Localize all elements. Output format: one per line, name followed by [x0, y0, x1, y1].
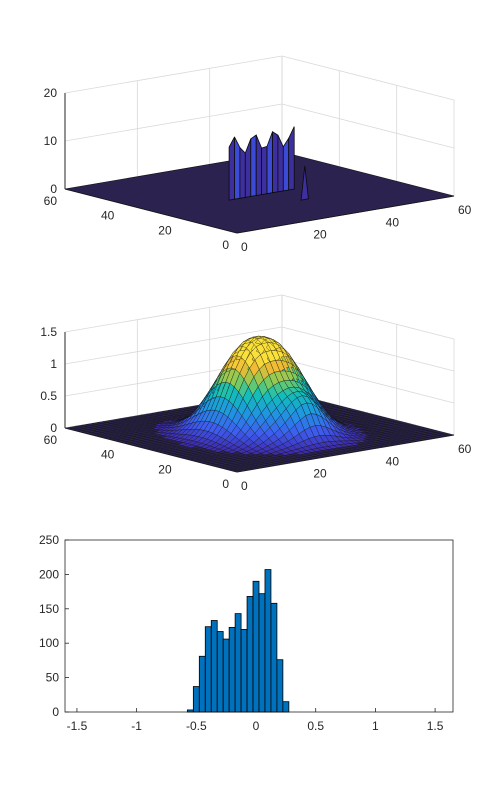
- z-tick-label: 0: [50, 182, 57, 196]
- x-tick-label: 1.5: [427, 719, 444, 733]
- histogram-bar: [216, 631, 224, 713]
- z-tick-label: 1.5: [40, 325, 57, 339]
- y-tick-label: 40: [101, 448, 115, 462]
- histogram-bar: [252, 580, 260, 713]
- middle-surface-mesh: [64, 335, 455, 473]
- histogram-bar: [192, 686, 200, 713]
- x-tick-label: 1: [372, 719, 379, 733]
- x-tick-label: 40: [386, 215, 400, 229]
- y-tick-label: 20: [158, 223, 172, 237]
- surface-patch: [250, 134, 257, 197]
- surface-spike: [300, 165, 309, 201]
- x-tick-label: 40: [386, 454, 400, 468]
- y-tick-label: 0: [52, 705, 59, 719]
- x-tick-label: -0.5: [186, 719, 207, 733]
- histogram-bar: [276, 659, 284, 713]
- y-tick-label: 50: [46, 671, 60, 685]
- top-surface-mesh: [64, 126, 455, 234]
- y-tick-label: 150: [39, 602, 59, 616]
- surface-patch: [272, 130, 279, 194]
- y-tick-label: 40: [101, 209, 115, 223]
- x-tick-label: 0: [241, 479, 248, 493]
- surface-patch: [261, 145, 268, 196]
- grid-line: [281, 358, 455, 404]
- y-tick-label: 60: [44, 194, 58, 208]
- y-tick-label: 20: [158, 462, 172, 476]
- surface-patch: [255, 134, 263, 196]
- surface-patch: [228, 136, 235, 201]
- grid-line: [64, 55, 283, 94]
- z-tick-label: 1: [50, 357, 57, 371]
- histogram-bar: [186, 709, 194, 713]
- x-tick-label: -1.5: [67, 719, 88, 733]
- histogram-bar: [204, 626, 212, 713]
- histogram-bar: [228, 626, 236, 713]
- surface-patch: [244, 138, 252, 198]
- grid-line: [281, 326, 455, 372]
- surface-patch: [234, 136, 241, 200]
- x-tick-label: 20: [313, 228, 327, 242]
- surface-patch: [288, 126, 295, 191]
- z-tick-label: 20: [44, 86, 58, 100]
- grid-line: [64, 326, 283, 365]
- grid-line: [281, 55, 455, 101]
- y-tick-label: 250: [39, 533, 59, 547]
- y-tick-label: 60: [44, 433, 58, 447]
- histogram-bar: [222, 638, 230, 713]
- x-tick-label: -1: [131, 719, 142, 733]
- surface-patch: [282, 136, 290, 192]
- y-tick-label: 0: [222, 238, 229, 252]
- x-tick-label: 60: [458, 442, 472, 456]
- x-tick-label: 0.5: [307, 719, 324, 733]
- histogram-bar: [234, 613, 242, 713]
- surface-patch: [444, 433, 455, 437]
- histogram-bar: [198, 655, 206, 713]
- histogram-bars: [186, 569, 290, 713]
- z-tick-label: 10: [44, 134, 58, 148]
- histogram-bar: [246, 596, 254, 713]
- x-tick-label: 60: [458, 203, 472, 217]
- histogram-bar: [210, 620, 218, 713]
- histogram-bar: [258, 593, 266, 713]
- z-tick-label: 0: [50, 421, 57, 435]
- surface-patch: [277, 134, 284, 193]
- x-tick-label: 0: [253, 719, 260, 733]
- y-tick-label: 200: [39, 567, 59, 581]
- surface-patch: [239, 146, 246, 199]
- z-tick-label: 0.5: [40, 389, 57, 403]
- x-tick-label: 20: [313, 467, 327, 481]
- grid-line: [64, 294, 283, 333]
- surface-patch: [266, 131, 273, 195]
- histogram-bar: [264, 569, 272, 713]
- grid-line: [64, 103, 283, 142]
- x-tick-label: 0: [241, 240, 248, 254]
- grid-line: [281, 103, 455, 149]
- grid-line: [281, 294, 455, 340]
- y-tick-label: 100: [39, 636, 59, 650]
- histogram-bar: [270, 602, 278, 713]
- y-tick-label: 0: [222, 477, 229, 491]
- histogram-bar: [282, 701, 290, 713]
- histogram-bar: [240, 629, 248, 713]
